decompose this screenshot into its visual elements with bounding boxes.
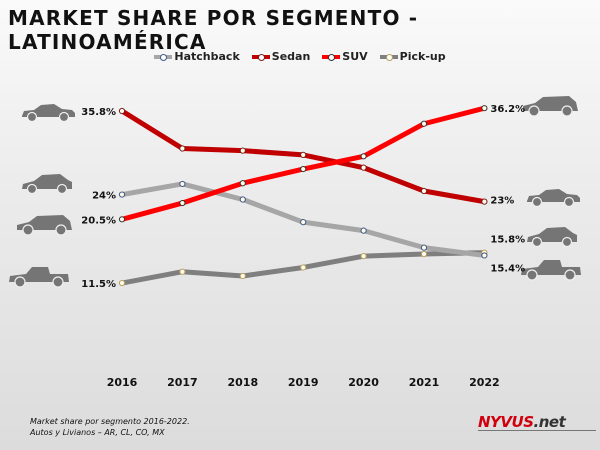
data-point-hatchback-2019 [300, 219, 307, 226]
data-point-suv-2021 [420, 120, 428, 127]
data-point-hatchback-2022 [481, 252, 488, 259]
hatchback-car-icon [21, 173, 73, 195]
data-point-pickup-2021 [420, 250, 428, 258]
legend-label: Sedan [271, 50, 311, 63]
start-label-suv: 20.5% [81, 215, 116, 226]
suv-car-icon [16, 214, 73, 236]
data-point-hatchback-2017 [179, 180, 186, 188]
logo-text-domain: .net [533, 413, 566, 431]
start-label-hatchback: 24% [92, 191, 116, 202]
data-point-hatchback-2020 [360, 227, 367, 234]
data-point-suv-2022 [481, 105, 488, 112]
legend-item-sedan: Sedan [251, 50, 311, 63]
sedan-car-icon [21, 103, 76, 123]
end-label-pickup: 15.8% [490, 235, 525, 246]
nyvus-logo: NYVUS.net [478, 412, 596, 431]
legend-item-suv: SUV [322, 50, 368, 63]
data-point-suv-2016 [118, 216, 126, 223]
logo-text-brand: NYVUS [478, 413, 534, 431]
data-point-sedan-2020 [360, 164, 367, 171]
data-point-suv-2020 [360, 153, 367, 160]
start-label-pickup: 11.5% [81, 279, 116, 290]
data-point-sedan-2019 [300, 151, 307, 158]
x-tick-label-2020: 2020 [348, 376, 379, 389]
legend-label: Hatchback [174, 50, 240, 63]
legend-item-hatchback: Hatchback [154, 50, 240, 63]
sedan-car-icon [526, 188, 581, 208]
series-line-suv [119, 105, 487, 222]
data-point-sedan-2017 [179, 145, 186, 152]
pickup-truck-icon [520, 259, 582, 281]
data-point-pickup-2020 [360, 253, 367, 260]
data-point-suv-2019 [300, 165, 307, 173]
end-label-sedan: 23% [490, 196, 514, 207]
legend: Hatchback Sedan SUV Pick-up [0, 50, 600, 63]
data-point-pickup-2019 [300, 264, 307, 271]
data-point-hatchback-2016 [118, 191, 126, 198]
data-point-sedan-2021 [420, 187, 428, 195]
pickup-truck-icon [8, 266, 70, 288]
footnote: Market share por segmento 2016-2022. Aut… [30, 416, 190, 438]
chart-title: MARKET SHARE POR SEGMENTO - LATINOAMÉRIC… [8, 6, 419, 54]
data-point-sedan-2016 [118, 107, 126, 115]
legend-swatch-pickup [379, 52, 398, 62]
logo-underline [478, 430, 596, 431]
data-point-hatchback-2021 [420, 244, 428, 251]
legend-label: SUV [342, 50, 368, 63]
end-label-hatchback: 15.4% [490, 263, 525, 274]
data-point-hatchback-2018 [239, 196, 246, 203]
x-tick-label-2019: 2019 [288, 376, 319, 389]
legend-swatch-hatchback [154, 52, 173, 62]
x-tick-label-2016: 2016 [107, 376, 138, 389]
data-point-suv-2017 [179, 199, 186, 207]
x-tick-label-2017: 2017 [167, 376, 198, 389]
legend-label: Pick-up [399, 50, 446, 63]
end-label-suv: 36.2% [490, 104, 525, 115]
x-tick-label-2022: 2022 [469, 376, 500, 389]
footnote-line-1: Market share por segmento 2016-2022. [30, 417, 190, 426]
data-point-pickup-2016 [118, 279, 126, 287]
data-point-sedan-2018 [239, 147, 246, 154]
legend-swatch-suv [322, 52, 341, 62]
data-point-sedan-2022 [481, 198, 488, 205]
data-point-pickup-2018 [239, 272, 246, 280]
hatchback-car-icon [526, 226, 578, 248]
legend-swatch-sedan [251, 52, 270, 62]
suv-car-icon [522, 95, 579, 117]
data-point-suv-2018 [239, 180, 246, 187]
data-point-pickup-2017 [179, 268, 186, 275]
x-tick-label-2021: 2021 [409, 376, 440, 389]
x-tick-label-2018: 2018 [227, 376, 258, 389]
footnote-line-2: Autos y Livianos – AR, CL, CO, MX [30, 428, 165, 437]
start-label-sedan: 35.8% [81, 107, 116, 118]
legend-item-pickup: Pick-up [379, 50, 446, 63]
